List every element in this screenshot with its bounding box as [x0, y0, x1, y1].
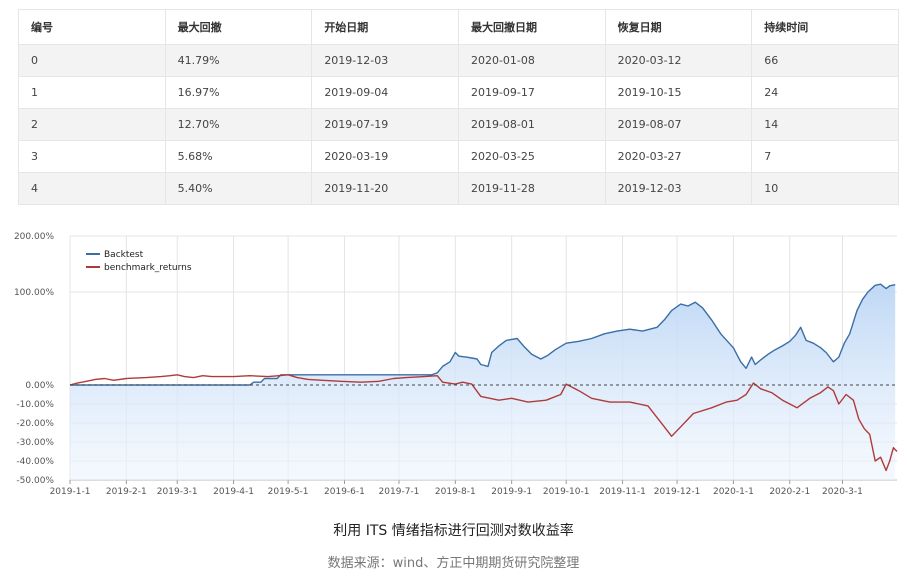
table-cell: 2020-03-25: [457, 140, 606, 173]
table-cell: 24: [751, 76, 899, 109]
x-tick-label: 2020-2-1: [769, 487, 810, 497]
column-header: 开始日期: [311, 9, 459, 45]
column-header: 最大回撤日期: [457, 9, 606, 45]
x-tick-label: 2019-11-1: [599, 487, 646, 497]
x-tick-label: 2019-9-1: [491, 487, 532, 497]
y-tick-label: 200.00%: [14, 232, 54, 242]
data-source: 数据来源：wind、方正中期期货研究院整理: [327, 556, 580, 571]
table-cell: 66: [751, 44, 899, 77]
table-row: 3 5.68% 2020-03-19 2020-03-25 2020-03-27…: [18, 140, 899, 173]
y-tick-label: -30.00%: [16, 438, 54, 448]
column-header: 持续时间: [751, 9, 899, 45]
x-tick-label: 2020-1-1: [713, 487, 754, 497]
table-cell: 2019-12-03: [311, 44, 459, 77]
table-cell: 2019-08-07: [604, 108, 753, 141]
x-tick-label: 2019-12-1: [654, 487, 701, 497]
table-cell: 2020-03-19: [311, 140, 459, 173]
returns-chart: 200.00% 100.00% 0.00% -10.00% -20.00% -30.00%…: [14, 232, 898, 497]
y-tick-label: -50.00%: [16, 476, 54, 486]
backtest-line: [70, 283, 896, 386]
x-tick-label: 2019-4-1: [213, 487, 254, 497]
table-cell: 2: [18, 108, 166, 141]
table-cell: 2020-03-27: [604, 140, 753, 173]
x-tick-label: 2019-5-1: [268, 487, 309, 497]
x-tick-label: 2019-6-1: [324, 487, 365, 497]
y-tick-label: -10.00%: [16, 400, 54, 410]
column-header: 编号: [18, 9, 166, 45]
column-header: 恢复日期: [604, 9, 753, 45]
table-header-row: 编号 最大回撤 开始日期 最大回撤日期 恢复日期 持续时间: [18, 9, 899, 45]
table-cell: 7: [751, 140, 899, 173]
benchmark-line: [69, 374, 898, 472]
table-cell: 10: [751, 172, 899, 205]
table-cell: 12.70%: [164, 108, 313, 141]
table-row: 4 5.40% 2019-11-20 2019-11-28 2019-12-03…: [18, 172, 899, 205]
backtest-area: [70, 284, 896, 480]
table-cell: 0: [18, 44, 166, 77]
table-row: 2 12.70% 2019-07-19 2019-08-01 2019-08-0…: [18, 108, 899, 141]
table-cell: 14: [751, 108, 899, 141]
y-tick-label: -40.00%: [16, 457, 54, 467]
table-cell: 2019-11-28: [457, 172, 606, 205]
y-tick-label: 100.00%: [14, 288, 54, 298]
legend-label: Backtest: [104, 250, 144, 260]
table-cell: 2019-10-15: [604, 76, 753, 109]
drawdown-table: 编号 最大回撤 开始日期 最大回撤日期 恢复日期 持续时间 0 41.79% 2…: [18, 9, 899, 205]
table-cell: 2020-01-08: [457, 44, 606, 77]
table-row: 1 16.97% 2019-09-04 2019-09-17 2019-10-1…: [18, 76, 899, 109]
y-tick-label: -20.00%: [16, 419, 54, 429]
table-cell: 2019-09-04: [311, 76, 459, 109]
column-header: 最大回撤: [164, 9, 313, 45]
table-cell: 2019-12-03: [604, 172, 753, 205]
table-cell: 16.97%: [164, 76, 313, 109]
table-cell: 2019-08-01: [457, 108, 606, 141]
chart-caption: 利用 ITS 情绪指标进行回测对数收益率: [333, 523, 574, 539]
table-cell: 5.68%: [164, 140, 313, 173]
x-tick-label: 2019-2-1: [106, 487, 147, 497]
x-tick-label: 2019-7-1: [379, 487, 420, 497]
y-tick-label: 0.00%: [25, 381, 54, 391]
table-cell: 4: [18, 172, 166, 205]
table-cell: 2020-03-12: [604, 44, 753, 77]
table-cell: 3: [18, 140, 166, 173]
x-tick-label: 2019-1-1: [50, 487, 91, 497]
table-cell: 1: [18, 76, 166, 109]
x-tick-label: 2019-3-1: [157, 487, 198, 497]
table-cell: 2019-07-19: [311, 108, 459, 141]
x-tick-label: 2019-10-1: [543, 487, 590, 497]
x-tick-label: 2020-3-1: [822, 487, 863, 497]
legend-label: benchmark_returns: [104, 263, 192, 273]
table-cell: 2019-11-20: [311, 172, 459, 205]
table-cell: 2019-09-17: [457, 76, 606, 109]
table-cell: 5.40%: [164, 172, 313, 205]
table-cell: 41.79%: [164, 44, 313, 77]
x-tick-label: 2019-8-1: [435, 487, 476, 497]
table-row: 0 41.79% 2019-12-03 2020-01-08 2020-03-1…: [18, 44, 899, 77]
